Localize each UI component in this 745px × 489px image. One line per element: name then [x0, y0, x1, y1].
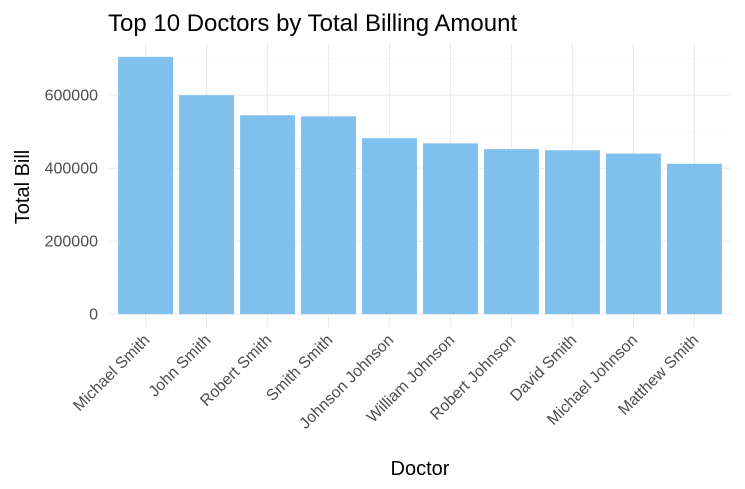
- bar-robert-johnson: [484, 149, 539, 315]
- y-axis-title: Total Bill: [12, 150, 34, 224]
- bar-david-smith: [545, 150, 600, 315]
- x-axis-title: Doctor: [391, 458, 450, 480]
- bar-john-smith: [179, 95, 235, 315]
- x-tick-label: Michael Smith: [70, 332, 153, 415]
- bar-robert-smith: [240, 115, 295, 315]
- chart-title: Top 10 Doctors by Total Billing Amount: [108, 10, 517, 37]
- bar-smith-smith: [301, 116, 356, 315]
- bar-michael-smith: [118, 56, 174, 315]
- y-tick-label: 0: [89, 307, 98, 324]
- bar-johnson-johnson: [362, 138, 417, 315]
- y-axis-ticks: 0 200000 400000 600000: [45, 88, 98, 324]
- bar-michael-johnson: [605, 153, 661, 315]
- y-tick-label: 200000: [45, 234, 98, 251]
- y-tick-label: 400000: [45, 161, 98, 178]
- bars: [118, 56, 722, 315]
- bar-matthew-smith: [666, 163, 722, 315]
- bar-william-johnson: [423, 143, 478, 315]
- y-tick-label: 600000: [45, 88, 98, 105]
